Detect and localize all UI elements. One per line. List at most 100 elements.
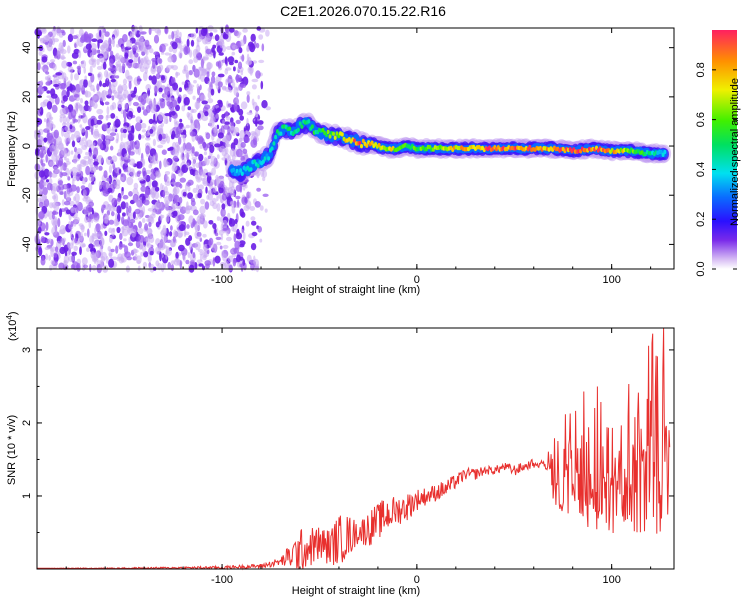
heatmap-noise-cell xyxy=(131,228,137,238)
heatmap-noise-cell xyxy=(88,72,93,77)
heatmap-noise-cell xyxy=(204,111,209,117)
heatmap-noise-cell xyxy=(231,81,236,89)
heatmap-noise-cell xyxy=(62,76,69,82)
heatmap-noise-cell xyxy=(88,105,92,112)
heatmap-noise-cell xyxy=(174,231,178,238)
heatmap-noise-cell xyxy=(124,102,129,110)
heatmap-noise-cell xyxy=(207,192,213,201)
heatmap-noise-cell xyxy=(80,159,87,167)
heatmap-noise-cell xyxy=(140,58,144,66)
heatmap-noise-cell xyxy=(39,145,46,151)
heatmap-noise-cell xyxy=(254,201,261,208)
heatmap-ridge-cell xyxy=(263,156,267,161)
heatmap-noise-cell xyxy=(222,33,229,40)
heatmap-noise-cell xyxy=(251,231,258,237)
heatmap-ridge-cell xyxy=(256,163,260,169)
heatmap-noise-cell xyxy=(109,58,114,68)
heatmap-noise-cell xyxy=(52,63,57,71)
heatmap-noise-cell xyxy=(202,244,208,251)
heatmap-noise-cell xyxy=(192,187,198,194)
heatmap-noise-cell xyxy=(121,228,129,237)
heatmap-noise-cell xyxy=(255,105,260,112)
heatmap-noise-cell xyxy=(128,94,132,102)
heatmap-noise-cell xyxy=(138,25,143,33)
heatmap-noise-cell xyxy=(59,241,63,246)
heatmap-noise-cell xyxy=(45,221,49,231)
heatmap-noise-cell xyxy=(50,93,58,99)
heatmap-noise-cell xyxy=(72,115,76,124)
heatmap-noise-cell xyxy=(193,79,197,84)
heatmap-noise-cell xyxy=(203,104,211,110)
heatmap-noise-cell xyxy=(90,43,97,51)
heatmap-ridge-cell xyxy=(360,144,363,149)
heatmap-noise-cell xyxy=(129,140,133,151)
heatmap-ridge-cell xyxy=(249,167,253,172)
heatmap-noise-cell xyxy=(74,193,80,203)
heatmap-noise-cell xyxy=(79,79,83,89)
snr-frame xyxy=(36,327,675,570)
heatmap-noise-cell xyxy=(58,262,65,270)
heatmap-noise-cell xyxy=(181,105,186,112)
heatmap-noise-cell xyxy=(59,108,66,116)
heatmap-noise-cell xyxy=(127,132,133,142)
heatmap-noise-cell xyxy=(242,28,248,33)
heatmap-noise-cell xyxy=(65,122,71,126)
heatmap-noise-cell xyxy=(74,43,77,49)
heatmap-noise-cell xyxy=(99,80,102,87)
heatmap-noise-cell xyxy=(96,155,104,165)
heatmap-noise-cell xyxy=(124,52,129,59)
heatmap-noise-cell xyxy=(37,197,42,203)
heatmap-noise-cell xyxy=(83,232,87,237)
heatmap-noise-cell xyxy=(42,182,48,186)
heatmap-noise-cell xyxy=(106,106,110,116)
heatmap-noise-cell xyxy=(171,99,178,108)
heatmap-noise-cell xyxy=(61,60,68,69)
heatmap-noise-cell xyxy=(42,186,48,196)
heatmap-noise-cell xyxy=(161,149,167,155)
x-tick-label: 0 xyxy=(414,574,420,586)
heatmap-noise-cell xyxy=(248,67,252,71)
heatmap-noise-cell xyxy=(116,197,122,202)
heatmap-noise-cell xyxy=(215,114,219,119)
heatmap-noise-cell xyxy=(55,76,60,81)
heatmap-noise-cell xyxy=(217,81,223,88)
heatmap-noise-cell xyxy=(164,86,171,96)
heatmap-noise-cell xyxy=(68,111,73,120)
heatmap-noise-cell xyxy=(229,189,235,194)
heatmap-noise-cell xyxy=(66,191,71,201)
heatmap-noise-cell xyxy=(74,73,79,81)
heatmap-noise-cell xyxy=(230,106,235,113)
heatmap-noise-cell xyxy=(63,184,67,189)
heatmap-noise-cell xyxy=(146,98,153,105)
heatmap-noise-cell xyxy=(265,29,270,37)
heatmap-noise-cell xyxy=(194,223,198,233)
heatmap-noise-cell xyxy=(110,113,116,119)
heatmap-noise-cell xyxy=(128,205,132,214)
heatmap-noise-cell xyxy=(187,106,192,111)
heatmap-noise-cell xyxy=(44,232,50,236)
heatmap-noise-cell xyxy=(186,111,190,118)
heatmap-noise-cell xyxy=(131,45,138,51)
heatmap-noise-cell xyxy=(72,60,78,65)
heatmap-noise-cell xyxy=(257,95,260,100)
heatmap-noise-cell xyxy=(141,218,146,223)
heatmap-noise-cell xyxy=(218,52,224,56)
heatmap-noise-cell xyxy=(77,153,81,159)
heatmap-noise-cell xyxy=(158,133,163,141)
heatmap-noise-cell xyxy=(148,47,154,54)
heatmap-noise-cell xyxy=(73,221,77,227)
heatmap-noise-cell xyxy=(211,197,217,204)
heatmap-noise-cell xyxy=(59,224,66,235)
heatmap-noise-cell xyxy=(131,25,138,33)
heatmap-noise-cell xyxy=(144,223,149,231)
heatmap-noise-cell xyxy=(215,174,219,182)
heatmap-noise-cell xyxy=(57,217,61,228)
heatmap-noise-cell xyxy=(154,85,158,95)
heatmap-noise-cell xyxy=(123,141,130,150)
heatmap-noise-cell xyxy=(182,133,186,143)
heatmap-noise-cell xyxy=(207,80,212,85)
heatmap-noise-cell xyxy=(191,156,198,161)
spectrogram-frame xyxy=(36,27,675,270)
heatmap-noise-cell xyxy=(245,220,250,227)
